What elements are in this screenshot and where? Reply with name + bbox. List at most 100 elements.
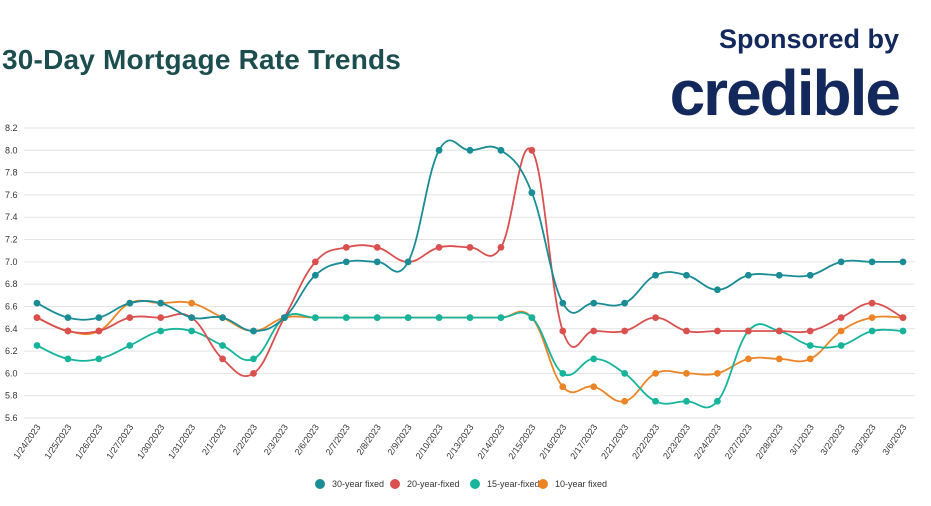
- data-point: [95, 327, 103, 335]
- legend-label: 15-year-fixed: [487, 479, 540, 489]
- data-point: [837, 258, 845, 266]
- data-point: [621, 397, 629, 405]
- x-tick-label: 3/1/2023: [788, 422, 816, 456]
- y-tick-label: 5.6: [5, 413, 18, 423]
- data-point: [590, 383, 598, 391]
- data-point: [683, 369, 690, 377]
- data-point: [806, 355, 814, 363]
- data-point: [311, 271, 319, 279]
- data-point: [559, 327, 567, 335]
- x-tick-label: 2/23/2023: [661, 422, 692, 461]
- data-point: [342, 258, 350, 266]
- data-point: [33, 299, 41, 307]
- data-point: [559, 299, 567, 307]
- data-point: [219, 342, 226, 349]
- data-point: [188, 327, 196, 335]
- data-point: [806, 327, 814, 335]
- legend-item-20-year-fixed: 20-year-fixed: [390, 479, 460, 489]
- data-point: [497, 243, 505, 251]
- data-point: [64, 314, 72, 322]
- legend-item-15-year-fixed: 15-year-fixed: [470, 479, 540, 489]
- data-point: [157, 314, 165, 322]
- data-point: [744, 327, 752, 335]
- y-axis-ticks: 8.2 8.0 7.8 7.6 7.4 7.2 7.0 6.8 6.6 6.4 6.2 6.0 5.8 5…: [5, 123, 18, 423]
- data-point: [219, 314, 226, 322]
- y-tick-label: 6.4: [5, 324, 18, 334]
- x-tick-label: 2/2/2023: [231, 422, 259, 456]
- data-point: [714, 369, 721, 377]
- data-point: [714, 397, 721, 405]
- data-point: [899, 314, 907, 322]
- data-point: [95, 314, 103, 322]
- series-line: [36, 311, 904, 409]
- data-point: [342, 314, 350, 322]
- y-tick-label: 7.4: [5, 212, 18, 222]
- x-tick-label: 2/14/2023: [475, 422, 506, 461]
- legend-marker: [538, 479, 548, 489]
- sponsored-by-text: Sponsored by: [718, 24, 899, 54]
- data-point: [33, 342, 41, 349]
- y-tick-label: 6.6: [5, 301, 18, 311]
- x-tick-label: 2/16/2023: [537, 422, 568, 461]
- legend-label: 10-year fixed: [555, 479, 607, 489]
- data-point: [775, 355, 783, 363]
- data-point: [652, 369, 659, 377]
- legend-marker: [390, 479, 400, 489]
- data-point: [219, 355, 226, 363]
- data-point: [466, 243, 474, 251]
- data-point: [775, 271, 783, 279]
- data-point: [466, 146, 474, 154]
- legend-marker: [315, 479, 325, 489]
- x-axis-ticks: 1/24/2023 1/25/2023 1/26/2023 1/27/2023 1/30…: [11, 422, 908, 461]
- data-point: [744, 355, 752, 363]
- data-point: [683, 271, 690, 279]
- x-tick-label: 1/30/2023: [135, 422, 166, 461]
- x-tick-label: 2/6/2023: [293, 422, 321, 456]
- data-point: [126, 299, 134, 307]
- data-point: [652, 271, 659, 279]
- data-point: [497, 146, 505, 154]
- x-tick-label: 2/10/2023: [414, 422, 445, 461]
- y-tick-label: 8.0: [5, 145, 18, 155]
- data-point: [621, 369, 629, 377]
- credible-logo: credible: [669, 57, 901, 129]
- y-tick-label: 8.2: [5, 123, 18, 133]
- gridlines: [24, 127, 915, 419]
- x-tick-label: 3/6/2023: [880, 422, 908, 456]
- data-point: [373, 314, 381, 322]
- legend-item-10-year-fixed: 10-year fixed: [538, 479, 607, 489]
- data-point: [868, 314, 876, 322]
- data-point: [590, 327, 598, 335]
- data-point: [250, 327, 257, 335]
- x-tick-label: 2/17/2023: [568, 422, 599, 461]
- data-point: [435, 243, 443, 251]
- x-tick-label: 2/28/2023: [754, 422, 785, 461]
- data-point: [590, 299, 598, 307]
- data-point: [311, 314, 319, 322]
- legend-marker: [470, 479, 480, 489]
- data-point: [806, 342, 814, 349]
- data-point: [466, 314, 474, 322]
- y-tick-label: 7.6: [5, 190, 18, 200]
- data-point: [714, 286, 721, 294]
- data-point: [528, 146, 536, 154]
- data-point: [590, 355, 598, 363]
- x-tick-label: 1/27/2023: [104, 422, 135, 461]
- data-point: [868, 299, 876, 307]
- data-point: [652, 314, 659, 322]
- data-point: [837, 327, 845, 335]
- data-point: [837, 314, 845, 322]
- y-tick-label: 7.2: [5, 235, 18, 245]
- data-point: [373, 258, 381, 266]
- legend-label: 20-year-fixed: [407, 479, 460, 489]
- data-point: [559, 369, 567, 377]
- y-tick-label: 5.8: [5, 391, 18, 401]
- data-point: [157, 299, 165, 307]
- data-point: [652, 397, 659, 405]
- legend-item-30-year-fixed: 30-year fixed: [315, 479, 384, 489]
- data-point: [33, 314, 41, 322]
- data-point: [64, 327, 72, 335]
- data-point: [157, 327, 165, 335]
- x-tick-label: 2/1/2023: [200, 422, 228, 456]
